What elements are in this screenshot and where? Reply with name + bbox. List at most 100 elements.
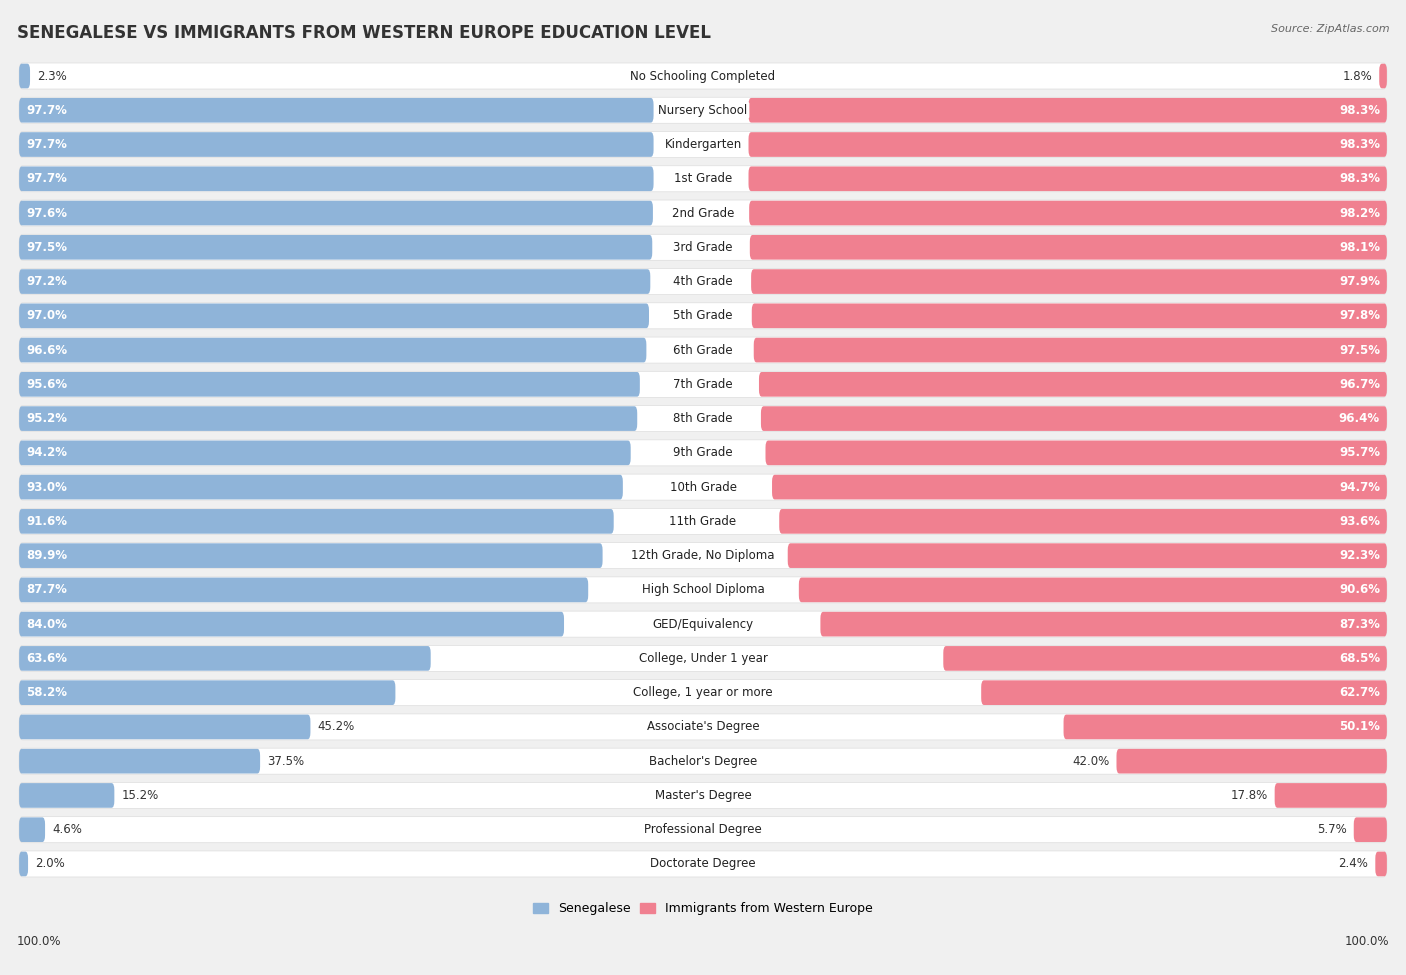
Text: 6th Grade: 6th Grade — [673, 343, 733, 357]
FancyBboxPatch shape — [749, 235, 1386, 259]
FancyBboxPatch shape — [20, 680, 1386, 706]
FancyBboxPatch shape — [20, 440, 1386, 466]
Text: 50.1%: 50.1% — [1339, 721, 1381, 733]
FancyBboxPatch shape — [20, 133, 654, 157]
FancyBboxPatch shape — [943, 646, 1386, 671]
Text: 10th Grade: 10th Grade — [669, 481, 737, 493]
FancyBboxPatch shape — [1379, 63, 1386, 89]
Text: High School Diploma: High School Diploma — [641, 583, 765, 597]
Text: 95.2%: 95.2% — [25, 412, 67, 425]
FancyBboxPatch shape — [20, 371, 1386, 398]
FancyBboxPatch shape — [752, 303, 1386, 329]
FancyBboxPatch shape — [751, 269, 1386, 293]
FancyBboxPatch shape — [20, 645, 1386, 672]
FancyBboxPatch shape — [779, 509, 1386, 533]
Text: 1st Grade: 1st Grade — [673, 173, 733, 185]
FancyBboxPatch shape — [821, 611, 1386, 637]
Text: 37.5%: 37.5% — [267, 755, 304, 767]
FancyBboxPatch shape — [20, 577, 1386, 603]
FancyBboxPatch shape — [20, 646, 430, 671]
Text: 91.6%: 91.6% — [25, 515, 67, 527]
Text: GED/Equivalency: GED/Equivalency — [652, 617, 754, 631]
FancyBboxPatch shape — [20, 167, 654, 191]
Text: 97.2%: 97.2% — [25, 275, 67, 288]
FancyBboxPatch shape — [981, 681, 1386, 705]
FancyBboxPatch shape — [20, 474, 1386, 500]
Text: 68.5%: 68.5% — [1339, 652, 1381, 665]
Text: 90.6%: 90.6% — [1339, 583, 1381, 597]
FancyBboxPatch shape — [20, 748, 1386, 774]
Text: 11th Grade: 11th Grade — [669, 515, 737, 527]
Text: 1.8%: 1.8% — [1343, 69, 1372, 83]
FancyBboxPatch shape — [20, 611, 564, 637]
FancyBboxPatch shape — [765, 441, 1386, 465]
Text: 96.4%: 96.4% — [1339, 412, 1381, 425]
Text: Doctorate Degree: Doctorate Degree — [650, 857, 756, 871]
Text: 2.0%: 2.0% — [35, 857, 65, 871]
Text: 5.7%: 5.7% — [1317, 823, 1347, 837]
FancyBboxPatch shape — [20, 98, 1386, 123]
Text: Professional Degree: Professional Degree — [644, 823, 762, 837]
Text: Source: ZipAtlas.com: Source: ZipAtlas.com — [1271, 24, 1389, 34]
FancyBboxPatch shape — [1354, 817, 1386, 842]
Text: Nursery School: Nursery School — [658, 103, 748, 117]
FancyBboxPatch shape — [20, 406, 1386, 432]
FancyBboxPatch shape — [20, 714, 1386, 740]
Text: Bachelor's Degree: Bachelor's Degree — [650, 755, 756, 767]
Text: Associate's Degree: Associate's Degree — [647, 721, 759, 733]
FancyBboxPatch shape — [20, 508, 1386, 534]
FancyBboxPatch shape — [20, 543, 1386, 568]
FancyBboxPatch shape — [772, 475, 1386, 499]
FancyBboxPatch shape — [20, 851, 28, 877]
Text: 87.3%: 87.3% — [1339, 617, 1381, 631]
Text: 8th Grade: 8th Grade — [673, 412, 733, 425]
Text: 12th Grade, No Diploma: 12th Grade, No Diploma — [631, 549, 775, 563]
Text: 94.7%: 94.7% — [1339, 481, 1381, 493]
Text: 97.7%: 97.7% — [25, 103, 67, 117]
Text: 97.8%: 97.8% — [1339, 309, 1381, 323]
FancyBboxPatch shape — [748, 98, 1386, 123]
FancyBboxPatch shape — [20, 817, 1386, 842]
Text: 100.0%: 100.0% — [17, 935, 62, 948]
FancyBboxPatch shape — [748, 133, 1386, 157]
Text: 9th Grade: 9th Grade — [673, 447, 733, 459]
Text: 7th Grade: 7th Grade — [673, 378, 733, 391]
FancyBboxPatch shape — [20, 715, 311, 739]
FancyBboxPatch shape — [787, 543, 1386, 568]
FancyBboxPatch shape — [20, 782, 1386, 808]
FancyBboxPatch shape — [20, 475, 623, 499]
FancyBboxPatch shape — [759, 372, 1386, 397]
Text: 42.0%: 42.0% — [1073, 755, 1109, 767]
Text: 2nd Grade: 2nd Grade — [672, 207, 734, 219]
Text: 93.6%: 93.6% — [1339, 515, 1381, 527]
Text: 98.2%: 98.2% — [1339, 207, 1381, 219]
FancyBboxPatch shape — [20, 372, 640, 397]
Text: SENEGALESE VS IMMIGRANTS FROM WESTERN EUROPE EDUCATION LEVEL: SENEGALESE VS IMMIGRANTS FROM WESTERN EU… — [17, 24, 711, 42]
Text: 97.9%: 97.9% — [1339, 275, 1381, 288]
FancyBboxPatch shape — [1375, 851, 1386, 877]
Text: 2.4%: 2.4% — [1339, 857, 1368, 871]
Text: 3rd Grade: 3rd Grade — [673, 241, 733, 254]
FancyBboxPatch shape — [20, 749, 260, 773]
Text: 96.6%: 96.6% — [25, 343, 67, 357]
FancyBboxPatch shape — [20, 303, 650, 329]
FancyBboxPatch shape — [20, 441, 631, 465]
FancyBboxPatch shape — [1275, 783, 1386, 807]
FancyBboxPatch shape — [749, 201, 1386, 225]
FancyBboxPatch shape — [754, 337, 1386, 363]
FancyBboxPatch shape — [799, 577, 1386, 603]
Text: 63.6%: 63.6% — [25, 652, 67, 665]
FancyBboxPatch shape — [20, 235, 652, 259]
FancyBboxPatch shape — [20, 851, 1386, 877]
FancyBboxPatch shape — [1116, 749, 1386, 773]
Text: 97.5%: 97.5% — [25, 241, 67, 254]
FancyBboxPatch shape — [20, 63, 1386, 89]
Text: 94.2%: 94.2% — [25, 447, 67, 459]
Text: 97.0%: 97.0% — [25, 309, 67, 323]
Text: Master's Degree: Master's Degree — [655, 789, 751, 801]
Text: 100.0%: 100.0% — [1344, 935, 1389, 948]
Text: 62.7%: 62.7% — [1339, 686, 1381, 699]
Text: 97.7%: 97.7% — [25, 138, 67, 151]
FancyBboxPatch shape — [1063, 715, 1386, 739]
FancyBboxPatch shape — [20, 63, 30, 89]
